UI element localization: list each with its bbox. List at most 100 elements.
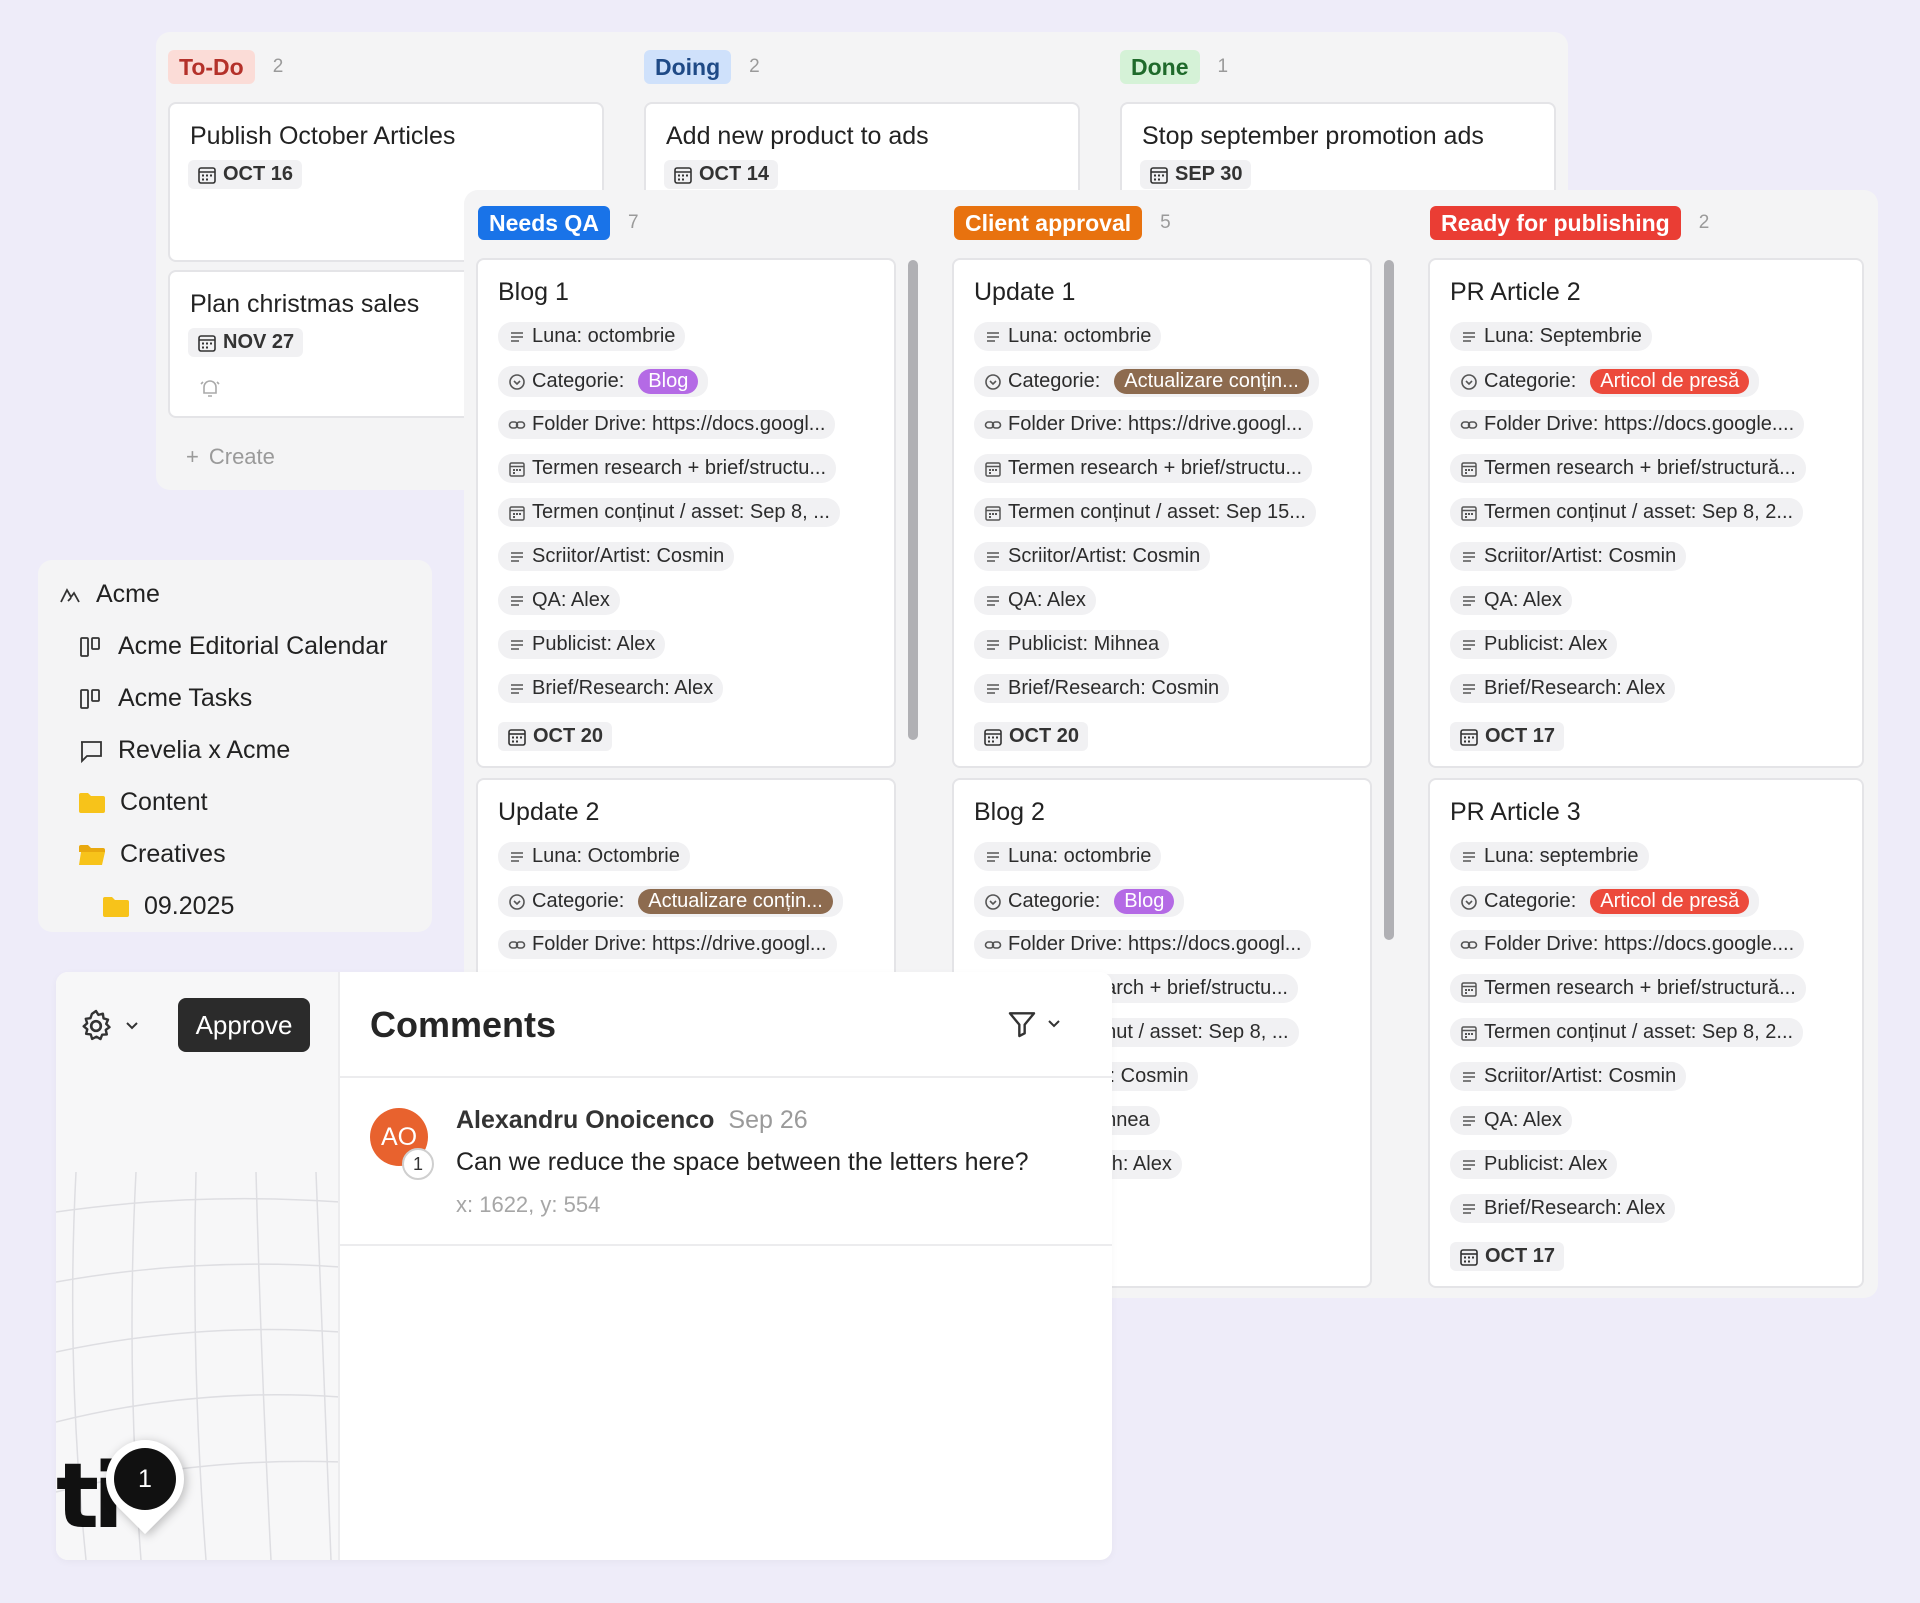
text-lines-icon (1463, 1071, 1475, 1082)
property-chip[interactable]: QA: Alex (1450, 1106, 1572, 1135)
column-count: 7 (627, 212, 639, 233)
date-text: SEP 30 (1175, 163, 1243, 185)
property-chip[interactable]: QA: Alex (974, 586, 1096, 615)
property-chip[interactable]: Folder Drive: https://drive.googl... (974, 410, 1313, 439)
property-chip[interactable]: Termen research + brief/structu... (974, 454, 1313, 483)
property-chip[interactable]: Categorie: Actualizare conțin... (498, 886, 843, 917)
text-lines-icon (1463, 851, 1475, 862)
status-badge[interactable]: Ready for publishing (1430, 206, 1681, 240)
property-chip[interactable]: Categorie: Actualizare conțin... (974, 366, 1319, 397)
property-chip[interactable]: Luna: Octombrie (498, 842, 690, 871)
sidebar-item-revelia[interactable]: Revelia x Acme (78, 736, 290, 765)
property-chip[interactable]: Termen research + brief/structură... (1450, 454, 1806, 483)
property-chip[interactable]: Scriitor/Artist: Cosmin (1450, 542, 1687, 571)
property-text: Luna: octombrie (1008, 325, 1152, 347)
property-chip[interactable]: Luna: Septembrie (1450, 322, 1652, 351)
calendar-icon (1461, 1025, 1477, 1041)
task-card[interactable]: PR Article 2 Luna: Septembrie Categorie: Ar… (1428, 258, 1864, 768)
property-chip[interactable]: Categorie: Articol de presă (1450, 886, 1760, 917)
property-chip[interactable]: Brief/Research: Alex (498, 674, 724, 703)
property-chip[interactable]: Termen research + brief/structu... (498, 454, 837, 483)
property-chip[interactable]: Publicist: Alex (1450, 1150, 1618, 1179)
text-lines-icon (987, 683, 999, 694)
property-chip[interactable]: Folder Drive: https://docs.googl... (498, 410, 836, 439)
sidebar-item-content[interactable]: Content (78, 788, 208, 817)
property-chip[interactable]: Brief/Research: Alex (1450, 674, 1676, 703)
property-chip[interactable]: Brief/Research: Alex (1450, 1194, 1676, 1223)
property-chip[interactable]: Termen conținut / asset: Sep 8, 2... (1450, 1018, 1804, 1047)
comment-text[interactable]: Can we reduce the space between the lett… (456, 1148, 1029, 1176)
property-chip[interactable]: Termen research + brief/structură... (1450, 974, 1806, 1003)
sidebar-item-092025[interactable]: 09.2025 (102, 892, 234, 921)
category-tag[interactable]: Articol de presă (1590, 889, 1750, 914)
property-chip[interactable]: Termen conținut / asset: Sep 8, ... (498, 498, 840, 527)
calendar-icon (985, 505, 1001, 521)
bell-icon[interactable] (198, 376, 222, 400)
category-tag[interactable]: Actualizare conțin... (638, 889, 833, 914)
sidebar-item-creatives[interactable]: Creatives (78, 840, 226, 869)
calendar-icon (509, 505, 525, 521)
category-tag[interactable]: Blog (1114, 889, 1175, 914)
create-button[interactable]: + Create (186, 444, 275, 470)
category-tag[interactable]: Blog (638, 369, 699, 394)
property-chip[interactable]: Scriitor/Artist: Cosmin (1450, 1062, 1687, 1091)
sidebar-item-editorial-calendar[interactable]: Acme Editorial Calendar (78, 632, 388, 661)
date-text: OCT 17 (1485, 1245, 1556, 1267)
chevron-down-icon[interactable] (1046, 1018, 1062, 1030)
property-text: Folder Drive: https://docs.googl... (1008, 933, 1302, 955)
property-chip[interactable]: Publicist: Alex (498, 630, 666, 659)
property-chip[interactable]: Termen conținut / asset: Sep 15... (974, 498, 1316, 527)
property-text: Scriitor/Artist: Cosmin (532, 545, 725, 567)
task-card[interactable]: Blog 1 Luna: octombrie Categorie: Blog Folde… (476, 258, 896, 768)
column-header: Client approval 5 (954, 206, 1171, 240)
property-chip[interactable]: Folder Drive: https://docs.googl... (974, 930, 1312, 959)
category-tag[interactable]: Articol de presă (1590, 369, 1750, 394)
property-chip[interactable]: Folder Drive: https://docs.google.... (1450, 410, 1805, 439)
property-text: Termen research + brief/structu... (1008, 457, 1303, 479)
approve-button[interactable]: Approve (178, 998, 310, 1052)
property-chip[interactable]: Folder Drive: https://docs.google.... (1450, 930, 1805, 959)
property-chip[interactable]: Folder Drive: https://drive.googl... (498, 930, 837, 959)
scrollbar[interactable] (1384, 260, 1394, 940)
gear-icon[interactable] (78, 1008, 114, 1044)
chevron-down-icon[interactable] (124, 1020, 140, 1032)
status-badge[interactable]: To-Do (168, 50, 255, 84)
property-text: Categorie: (1484, 370, 1577, 392)
property-text: QA: Alex (1008, 589, 1086, 611)
property-chip[interactable]: Luna: octombrie (498, 322, 686, 351)
property-chip[interactable]: QA: Alex (1450, 586, 1572, 615)
property-chip[interactable]: Termen conținut / asset: Sep 8, 2... (1450, 498, 1804, 527)
scrollbar[interactable] (908, 260, 918, 740)
task-card[interactable]: PR Article 3 Luna: septembrie Categorie: Ar… (1428, 778, 1864, 1288)
property-chip[interactable]: QA: Alex (498, 586, 620, 615)
filter-icon[interactable] (1006, 1008, 1038, 1040)
property-chip[interactable]: Categorie: Articol de presă (1450, 366, 1760, 397)
sidebar-workspace[interactable]: Acme (58, 580, 160, 609)
property-chip[interactable]: Publicist: Mihnea (974, 630, 1170, 659)
property-chip[interactable]: Publicist: Alex (1450, 630, 1618, 659)
status-badge[interactable]: Doing (644, 50, 732, 84)
divider (340, 1244, 1112, 1246)
folder-icon (79, 792, 105, 813)
property-chip[interactable]: Categorie: Blog (498, 366, 709, 397)
sidebar-item-label: Revelia x Acme (118, 736, 291, 764)
calendar-icon (1460, 728, 1478, 746)
property-chip[interactable]: Brief/Research: Cosmin (974, 674, 1230, 703)
sidebar-item-tasks[interactable]: Acme Tasks (78, 684, 252, 713)
task-card[interactable]: Update 1 Luna: octombrie Categorie: Actuali… (952, 258, 1372, 768)
date-text: OCT 20 (1009, 725, 1080, 747)
status-badge[interactable]: Needs QA (478, 206, 610, 240)
property-chip[interactable]: Luna: septembrie (1450, 842, 1649, 871)
status-badge[interactable]: Done (1120, 50, 1200, 84)
status-badge[interactable]: Client approval (954, 206, 1143, 240)
property-chip[interactable]: Luna: octombrie (974, 322, 1162, 351)
date-chip: OCT 20 (498, 722, 613, 751)
property-chip[interactable]: Scriitor/Artist: Cosmin (498, 542, 735, 571)
property-text: Luna: Octombrie (532, 845, 680, 867)
property-chip[interactable]: Categorie: Blog (974, 886, 1185, 917)
sidebar-item-label: Acme (96, 580, 160, 608)
category-tag[interactable]: Actualizare conțin... (1114, 369, 1309, 394)
property-chip[interactable]: Scriitor/Artist: Cosmin (974, 542, 1211, 571)
property-chip[interactable]: Luna: octombrie (974, 842, 1162, 871)
avatar[interactable]: AO (370, 1108, 428, 1166)
